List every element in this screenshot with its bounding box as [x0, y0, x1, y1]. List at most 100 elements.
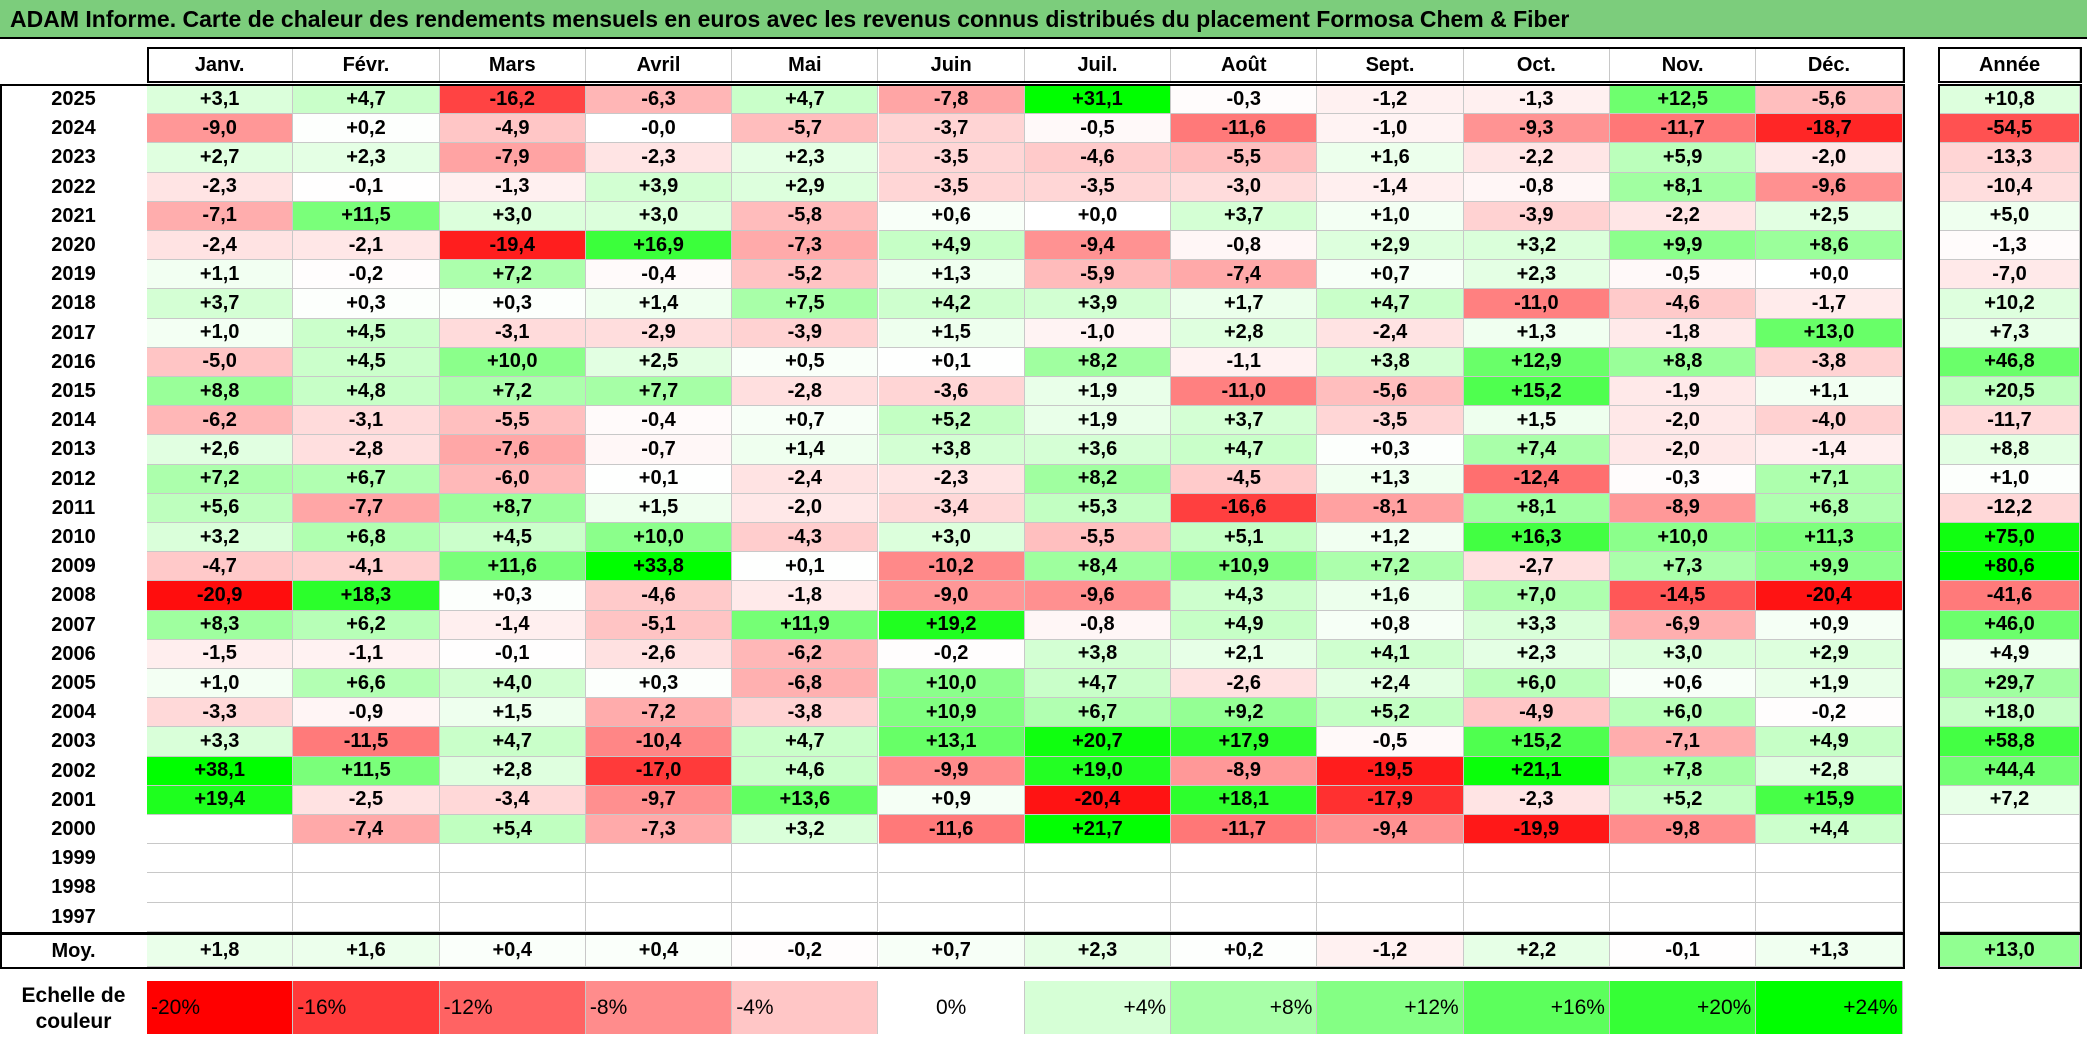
heatmap-cell: +5,1: [1171, 523, 1318, 553]
year-label: 2020: [51, 234, 96, 257]
heatmap-cell: +2,8: [439, 756, 586, 786]
heatmap-cell: +7,1: [1756, 464, 1903, 494]
average-cell: +2,3: [1024, 935, 1172, 967]
month-header: Juin: [879, 49, 1025, 82]
heatmap-cell: +5,6: [147, 493, 294, 523]
heatmap-cell: -2,0: [1610, 406, 1757, 436]
year-total-cell: -10,4: [1940, 172, 2080, 202]
heatmap-cell: -0,5: [1317, 727, 1464, 757]
heatmap-cell: -7,4: [293, 815, 440, 845]
heatmap-cell: [585, 844, 733, 874]
heatmap-cell: +5,2: [878, 406, 1025, 436]
heatmap-cell: +8,2: [1024, 464, 1172, 494]
year-total-header: Année: [1940, 49, 2080, 82]
heatmap-cell: +0,0: [1756, 260, 1903, 290]
heatmap-cell: -2,0: [732, 493, 879, 523]
heatmap-cell: -3,8: [1756, 347, 1903, 377]
heatmap-cell: +10,9: [878, 698, 1025, 728]
heatmap-cell: -0,4: [585, 406, 733, 436]
average-cell: +2,2: [1463, 935, 1610, 967]
month-header: Juil.: [1025, 49, 1172, 82]
heatmap-cell: -0,4: [585, 260, 733, 290]
heatmap-cell: [1463, 873, 1610, 903]
heatmap-cell: -0,1: [293, 172, 440, 202]
heatmap-cell: +2,3: [293, 143, 440, 173]
heatmap-cell: -4,0: [1756, 406, 1903, 436]
heatmap-cell: -2,8: [293, 435, 440, 465]
heatmap-cell: +8,1: [1610, 172, 1757, 202]
year-label: 2025: [51, 88, 96, 111]
heatmap-cell: +3,3: [1463, 610, 1610, 640]
heatmap-cell: +3,3: [147, 727, 294, 757]
year-label: 2021: [51, 204, 96, 227]
heatmap-cell: +0,6: [1610, 669, 1757, 699]
heatmap-cell: [1317, 902, 1464, 932]
heatmap-cell: -5,5: [439, 406, 586, 436]
heatmap-cell: +2,4: [1317, 669, 1464, 699]
heatmap-cell: +0,8: [1317, 610, 1464, 640]
heatmap-cell: -4,6: [1610, 289, 1757, 319]
heatmap-cell: +3,0: [878, 523, 1025, 553]
heatmap-cell: +1,5: [1463, 406, 1610, 436]
heatmap-cell: -2,3: [1463, 785, 1610, 815]
year-total-cell: +44,4: [1940, 756, 2080, 786]
heatmap-cell: -2,1: [293, 231, 440, 261]
heatmap-cell: +13,0: [1756, 318, 1903, 348]
heatmap-cell: -2,4: [147, 231, 294, 261]
heatmap-cell: -0,5: [1024, 114, 1172, 144]
heatmap-cell: [878, 902, 1025, 932]
heatmap-cell: -10,2: [878, 552, 1025, 582]
heatmap-cell: +0,5: [732, 347, 879, 377]
heatmap-cell: [585, 873, 733, 903]
heatmap-cell: -0,8: [1171, 231, 1318, 261]
heatmap-cell: +2,9: [732, 172, 879, 202]
color-scale-swatch: 0%: [878, 981, 1025, 1034]
heatmap-cell: [147, 815, 294, 845]
year-total-cell: -13,3: [1940, 143, 2080, 173]
heatmap-cell: +1,1: [147, 260, 294, 290]
heatmap-cell: -9,6: [1756, 172, 1903, 202]
heatmap-cell: -1,8: [732, 581, 879, 611]
heatmap-cell: +6,8: [293, 523, 440, 553]
heatmap-cell: +3,7: [1171, 201, 1318, 231]
heatmap-cell: -4,1: [293, 552, 440, 582]
heatmap-cell: -1,4: [1756, 435, 1903, 465]
year-total-cell: +58,8: [1940, 727, 2080, 757]
color-scale-label: Echelle de couleur: [0, 981, 147, 1037]
heatmap-cell: +4,1: [1317, 639, 1464, 669]
heatmap-cell: +1,2: [1317, 523, 1464, 553]
heatmap-cell: +3,9: [1024, 289, 1172, 319]
heatmap-cell: +8,8: [147, 377, 294, 407]
year-total-cell: +75,0: [1940, 523, 2080, 553]
month-header: Janv.: [147, 49, 294, 82]
heatmap-cell: -9,0: [878, 581, 1025, 611]
heatmap-cell: [1756, 873, 1903, 903]
heatmap-cell: -6,2: [147, 406, 294, 436]
heatmap-cell: -9,4: [1024, 231, 1172, 261]
year-total-cell: -7,0: [1940, 260, 2080, 290]
heatmap-cell: +8,1: [1463, 493, 1610, 523]
average-cell: +0,2: [1171, 935, 1318, 967]
heatmap-cell: +7,2: [147, 464, 294, 494]
heatmap-cell: +1,9: [1024, 406, 1172, 436]
year-total-cell: +46,8: [1940, 347, 2080, 377]
heatmap-cell: -3,5: [878, 172, 1025, 202]
color-scale-swatch: +8%: [1171, 981, 1318, 1034]
heatmap-cell: -11,6: [1171, 114, 1318, 144]
heatmap-cell: +3,0: [1610, 639, 1757, 669]
heatmap-cell: -2,6: [1171, 669, 1318, 699]
year-total-cell: +80,6: [1940, 552, 2080, 582]
heatmap-cell: -20,4: [1756, 581, 1903, 611]
month-header: Oct.: [1464, 49, 1610, 82]
heatmap-cell: [1317, 873, 1464, 903]
heatmap-cell: +6,7: [293, 464, 440, 494]
heatmap-cell: +0,3: [439, 289, 586, 319]
heatmap-cell: -1,1: [1171, 347, 1318, 377]
heatmap-cell: -5,5: [1171, 143, 1318, 173]
heatmap-cell: [1610, 902, 1757, 932]
heatmap-cell: +7,3: [1610, 552, 1757, 582]
heatmap-cell: +0,0: [1024, 201, 1172, 231]
heatmap-cell: +3,1: [147, 85, 294, 115]
heatmap-cell: -6,9: [1610, 610, 1757, 640]
color-scale-swatch: +24%: [1756, 981, 1903, 1034]
